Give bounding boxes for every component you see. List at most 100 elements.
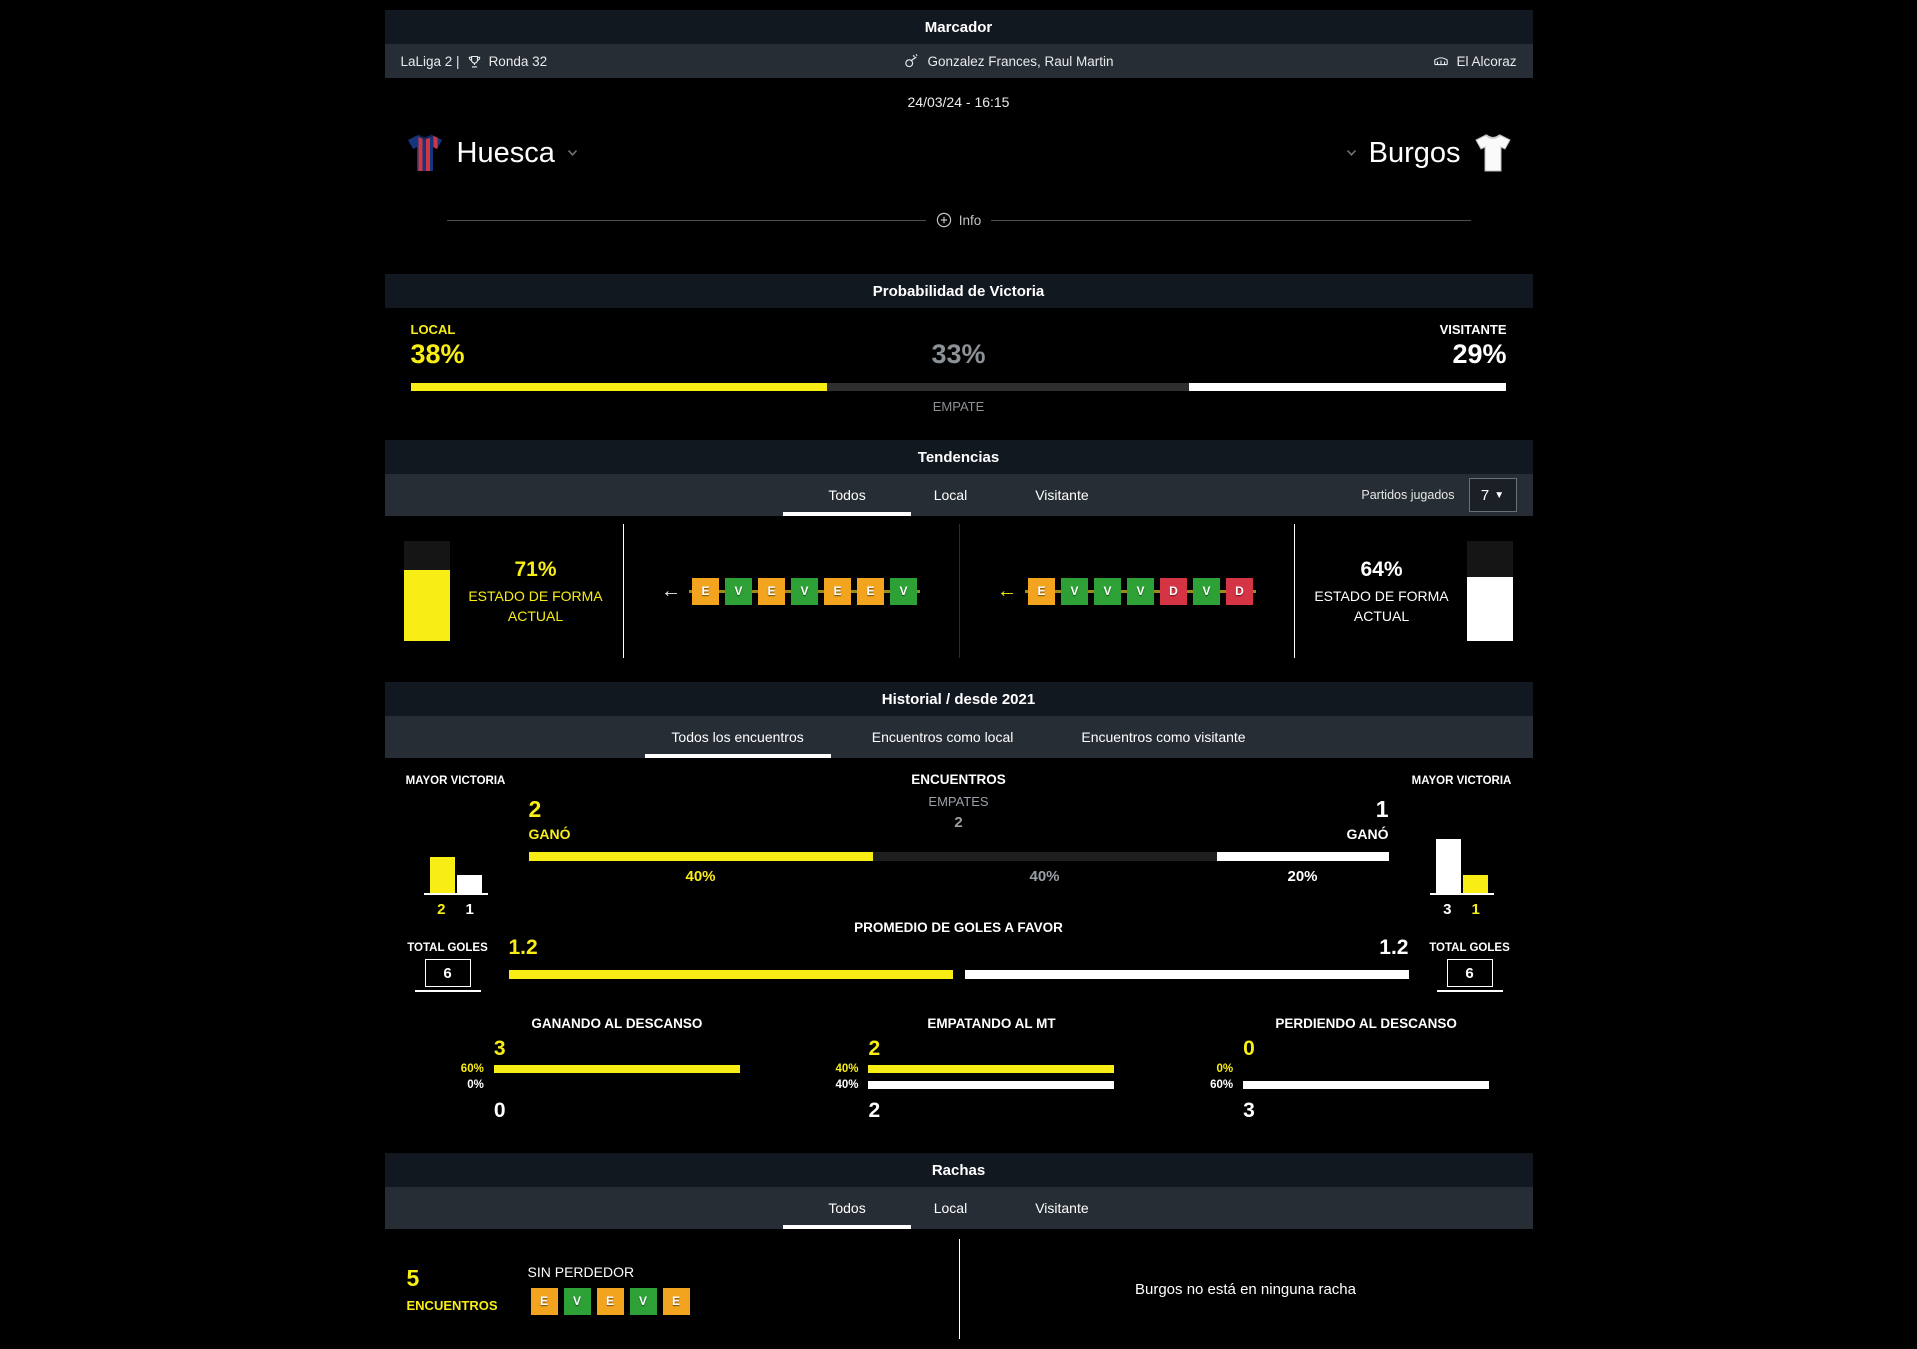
partidos-jugados-value: 7	[1480, 486, 1490, 504]
probability-stacked-bar	[410, 383, 1507, 391]
away-mayor-victoria-chart: MAYOR VICTORIA 3 1	[1403, 770, 1521, 918]
home-form-gauge	[404, 541, 451, 641]
marcador-title: Marcador	[924, 18, 993, 36]
promedio-goles-block: PROMEDIO DE GOLES A FAVOR TOTAL GOLES 6 …	[397, 920, 1521, 1006]
match-meta-row: LaLiga 2 | Ronda 32 Gonzalez Frances, Ra…	[384, 44, 1533, 78]
halftime-stats: GANANDO AL DESCANSO 3 60% 0% 0 EMPATANDO…	[397, 1016, 1521, 1123]
form-result-V: V	[1127, 577, 1154, 605]
empates-value: 2	[954, 814, 963, 831]
away-avg-bar	[964, 970, 1409, 979]
halftime-col-empatando: EMPATANDO AL MT 2 40% 40% 2	[771, 1016, 1146, 1123]
draws-segment	[872, 852, 1217, 861]
tab-encuentros-como-visitante[interactable]: Encuentros como visitante	[1081, 729, 1246, 745]
away-losses-bar	[1462, 875, 1488, 893]
venue-name: El Alcoraz	[1456, 53, 1517, 69]
form-result-V: V	[1193, 577, 1220, 605]
form-result-E: E	[758, 577, 785, 605]
home-total-goles-value: 6	[424, 959, 471, 987]
home-sequence-arrow-left-icon: ←	[661, 580, 681, 602]
partidos-jugados-dropdown[interactable]: 7 ▼	[1468, 478, 1517, 512]
tab-todos[interactable]: Todos	[783, 1187, 912, 1229]
section-header-probabilidad: Probabilidad de Victoria	[384, 274, 1533, 308]
section-header-marcador: Marcador	[384, 10, 1533, 44]
home-avg-goals: 1.2	[508, 936, 538, 959]
home-chart-value: 1	[465, 901, 474, 918]
historial-title: Historial / desde 2021	[881, 690, 1036, 708]
halftime-away-bar	[1243, 1081, 1490, 1089]
referee-info: Gonzalez Frances, Raul Martin	[671, 53, 1347, 69]
halftime-home-bar	[493, 1065, 740, 1073]
stadium-icon	[1433, 53, 1449, 69]
divider-line-left	[446, 219, 926, 221]
total-goles-label: TOTAL GOLES	[407, 942, 488, 954]
tab-local[interactable]: Local	[933, 487, 968, 503]
home-gauge-fill	[404, 570, 451, 641]
home-form-percent: 71%	[514, 558, 557, 582]
halftime-away-value: 0	[493, 1099, 506, 1122]
halftime-home-pct: 60%	[460, 1063, 484, 1075]
form-result-E: E	[530, 1287, 558, 1315]
historial-tabs: Todos los encuentros Encuentros como loc…	[384, 716, 1533, 758]
away-total-goles: TOTAL GOLES 6	[1425, 942, 1515, 992]
local-probability-value: 38%	[410, 339, 465, 369]
home-jersey-icon	[405, 132, 445, 174]
home-gano-label: GANÓ	[528, 826, 571, 842]
divider	[958, 524, 960, 658]
halftime-away-value: 2	[868, 1099, 881, 1122]
away-gauge-fill	[1466, 577, 1513, 641]
draw-probability-value: 33%	[931, 339, 986, 369]
halftime-away-bar	[868, 1081, 1115, 1089]
rachas-title: Rachas	[931, 1161, 986, 1179]
dropdown-caret-icon: ▼	[1494, 489, 1505, 501]
tab-visitante[interactable]: Visitante	[1035, 487, 1089, 503]
away-form-label: ESTADO DE FORMA ACTUAL	[1314, 587, 1449, 625]
tab-encuentros-como-local[interactable]: Encuentros como local	[871, 729, 1014, 745]
partidos-jugados-label: Partidos jugados	[1361, 488, 1455, 502]
away-team-chevron-down-icon[interactable]	[1346, 149, 1357, 157]
league-info: LaLiga 2 | Ronda 32	[401, 54, 671, 69]
encuentros-label: ENCUENTROS	[911, 772, 1006, 787]
league-label: LaLiga 2 |	[400, 53, 460, 69]
divider	[958, 1239, 960, 1339]
home-team[interactable]: Huesca	[405, 132, 578, 174]
away-streak-note: Burgos no está en ninguna racha	[1135, 1280, 1356, 1298]
tab-visitante[interactable]: Visitante	[1035, 1200, 1089, 1216]
home-team-name: Huesca	[456, 136, 555, 169]
home-losses-bar	[456, 875, 482, 893]
home-chart-value: 2	[437, 901, 446, 918]
form-result-E: E	[824, 577, 851, 605]
away-form-gauge	[1466, 541, 1513, 641]
form-result-V: V	[1094, 577, 1121, 605]
divider-line-right	[991, 219, 1471, 221]
draw-bar-segment	[826, 383, 1189, 391]
halftime-title: PERDIENDO AL DESCANSO	[1275, 1016, 1457, 1031]
divider	[1293, 524, 1295, 658]
empates-label: EMPATES	[928, 794, 989, 809]
round-label: Ronda 32	[488, 53, 548, 69]
form-result-E: E	[1028, 577, 1055, 605]
home-team-chevron-down-icon[interactable]	[567, 149, 578, 157]
visitor-bar-segment	[1188, 383, 1507, 391]
info-button[interactable]: Info	[936, 212, 981, 228]
mayor-victoria-label: MAYOR VICTORIA	[1411, 775, 1512, 787]
tab-todos-los-encuentros[interactable]: Todos los encuentros	[637, 716, 837, 758]
away-wins-pct: 20%	[1287, 868, 1318, 885]
away-team[interactable]: Burgos	[1346, 132, 1513, 174]
active-tab-underline	[783, 512, 912, 516]
tab-todos[interactable]: Todos	[783, 474, 912, 516]
away-sequence-arrow-left-icon: ←	[997, 580, 1017, 602]
tab-local[interactable]: Local	[933, 1200, 968, 1216]
form-result-V: V	[725, 577, 752, 605]
encuentros-summary: ENCUENTROS EMPATES 2 2 GANÓ 1 GANÓ 40% 4…	[528, 770, 1389, 918]
empate-label: EMPATE	[932, 399, 985, 414]
halftime-home-value: 3	[493, 1037, 506, 1060]
away-gano-label: GANÓ	[1346, 826, 1389, 842]
whistle-icon	[903, 53, 919, 69]
away-jersey-icon	[1473, 132, 1513, 174]
halftime-title: EMPATANDO AL MT	[927, 1016, 1056, 1031]
